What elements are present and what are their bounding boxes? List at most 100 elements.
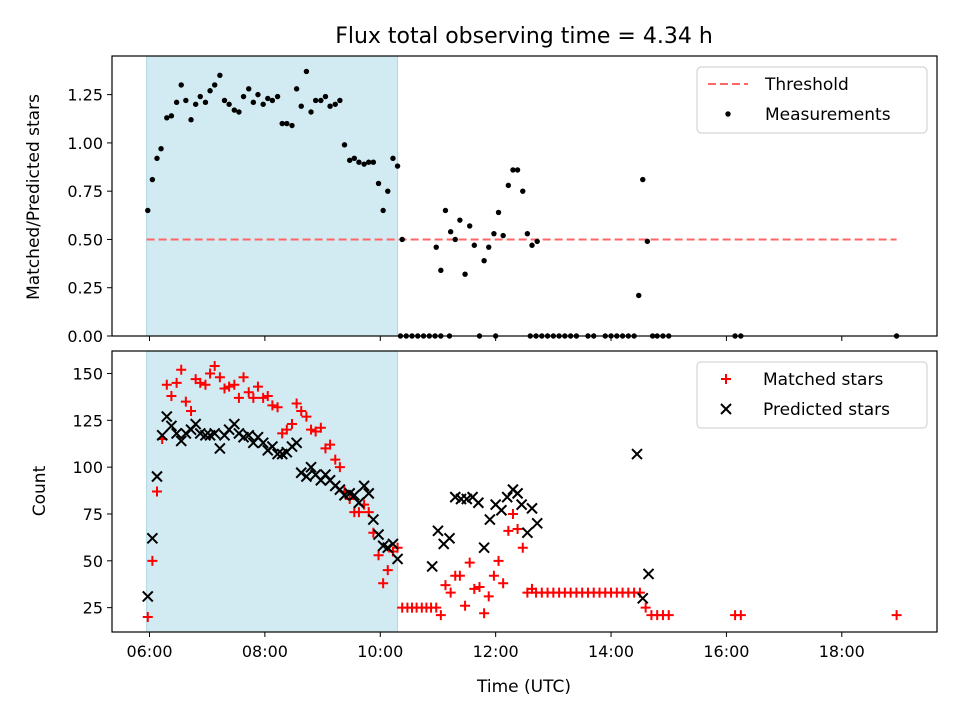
- measurement-point: [260, 101, 266, 107]
- y-tick-label: 125: [72, 411, 103, 430]
- matched-star-point: [238, 372, 249, 383]
- y-tick-label: 1.00: [67, 134, 103, 153]
- measurement-point: [173, 99, 180, 106]
- predicted-star-point: [358, 480, 370, 492]
- measurement-point: [486, 244, 492, 250]
- y-tick-label: 50: [83, 552, 103, 571]
- measurement-point: [375, 180, 382, 187]
- matched-star-point: [214, 372, 225, 383]
- matched-star-point: [296, 405, 307, 416]
- matched-star-point: [142, 612, 153, 623]
- measurement-point: [303, 68, 310, 75]
- matched-star-point: [469, 583, 480, 594]
- matched-star-point: [493, 555, 504, 566]
- predicted-star-point: [165, 420, 178, 432]
- measurement-point: [644, 238, 651, 245]
- measurement-point: [495, 209, 502, 216]
- measurement-point: [337, 97, 343, 104]
- measurement-point: [351, 155, 358, 162]
- legend-box: [696, 361, 928, 429]
- shaded-observing-interval: [146, 350, 399, 633]
- y-tick-label: 100: [72, 458, 103, 477]
- top-panel-ratio: 0.00 0.25 0.50 0.75 1.00 1.25 Threshold Measure…: [67, 55, 938, 346]
- matched-star-point: [517, 542, 528, 553]
- matched-star-point: [281, 424, 292, 435]
- measurement-point: [534, 238, 540, 245]
- predicted-star-point: [501, 491, 513, 503]
- matched-star-point: [219, 383, 230, 394]
- measurement-point: [640, 176, 646, 183]
- predicted-star-point: [180, 427, 192, 440]
- measurement-point: [341, 142, 348, 148]
- legend-matched-label: Matched stars: [763, 370, 883, 390]
- measurement-point: [308, 109, 314, 115]
- matched-star-point: [512, 523, 523, 534]
- predicted-star-point: [146, 532, 159, 545]
- x-tick-label: 12:00: [473, 642, 519, 661]
- predicted-star-point: [271, 448, 284, 460]
- measurement-point: [236, 109, 242, 115]
- measurement-point: [269, 97, 276, 104]
- predicted-star-point: [243, 429, 255, 442]
- predicted-star-point: [353, 497, 365, 509]
- predicted-star-point: [484, 513, 496, 526]
- measurement-point: [433, 244, 439, 250]
- measurement-point: [529, 242, 535, 248]
- matched-star-point: [233, 392, 244, 403]
- measurement-point: [149, 176, 156, 183]
- measurement-point: [293, 86, 300, 92]
- measurement-point: [471, 242, 478, 248]
- legend-predicted-label: Predicted stars: [763, 400, 890, 420]
- measurement-point: [279, 120, 285, 127]
- y-tick-label: 150: [72, 364, 103, 383]
- predicted-star-point: [266, 440, 279, 453]
- measurement-point: [221, 97, 228, 104]
- predicted-star-point: [363, 487, 375, 500]
- matched-star-point: [735, 610, 746, 621]
- predicted-star-point: [472, 497, 485, 509]
- x-tick-label: 10:00: [357, 642, 403, 661]
- predicted-star-point: [142, 590, 154, 603]
- matched-star-point: [171, 377, 182, 388]
- measurement-point: [500, 232, 506, 239]
- measurement-point: [145, 207, 151, 214]
- matched-star-point: [195, 377, 206, 388]
- measurement-point: [197, 93, 203, 100]
- measurement-point: [154, 155, 160, 162]
- measurement-point: [370, 159, 377, 165]
- predicted-star-point: [367, 513, 380, 526]
- measurement-point: [390, 155, 396, 162]
- matched-star-point: [498, 578, 509, 589]
- measurement-point: [524, 230, 531, 237]
- matched-star-point: [229, 379, 240, 390]
- measurement-point: [356, 159, 362, 165]
- matched-star-point: [152, 486, 162, 497]
- legend-measurement-label: Measurements: [765, 105, 891, 125]
- matched-star-point: [507, 508, 518, 519]
- measurement-point: [183, 97, 189, 104]
- y-tick-label: 0.50: [67, 230, 103, 249]
- measurement-point: [438, 267, 444, 274]
- matched-star-point: [209, 360, 220, 371]
- measurement-point: [158, 145, 164, 152]
- predicted-star-point: [495, 504, 508, 516]
- predicted-star-point: [443, 532, 456, 545]
- matched-star-point: [258, 392, 269, 403]
- measurement-point: [491, 230, 497, 237]
- matched-star-point: [464, 557, 475, 568]
- matched-star-point: [479, 608, 490, 619]
- measurement-point: [466, 223, 473, 229]
- matched-star-point: [291, 398, 302, 409]
- predicted-star-point: [348, 489, 361, 501]
- measurement-point: [274, 93, 281, 100]
- matched-star-point: [180, 396, 191, 407]
- measurement-point: [255, 91, 261, 98]
- matched-star-point: [378, 578, 389, 589]
- measurement-point: [298, 103, 304, 109]
- predicted-star-point: [387, 538, 399, 550]
- legend-matched-swatch: [721, 374, 731, 384]
- measurement-point: [265, 95, 271, 102]
- measurement-point: [318, 97, 324, 104]
